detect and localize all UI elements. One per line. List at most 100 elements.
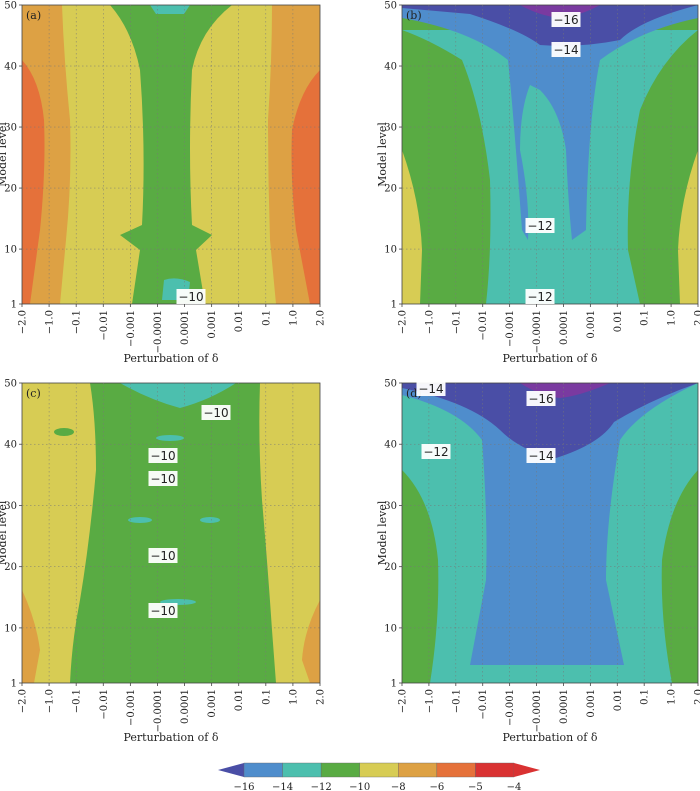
panel-d-axes: 1 10 20 30 40 50 −2.0 −1.0 −0.1 −0.01 −0.001 −0.000… <box>376 379 700 745</box>
contour-label-box <box>551 12 581 27</box>
contour-label: −10 <box>201 405 231 420</box>
contour-label-text: −14 <box>418 382 443 396</box>
x-tick-label: −1.0 <box>45 689 56 713</box>
y-tick-label: 50 <box>384 1 397 12</box>
contour-label-text: −12 <box>527 290 552 304</box>
x-tick-label: −0.001 <box>126 310 137 347</box>
colorbar-tick-label: −8 <box>391 782 406 791</box>
x-axis-label: Perturbation of δ <box>503 731 598 744</box>
y-axis-label: Model level <box>0 500 9 565</box>
y-axis-label: Model level <box>376 122 389 187</box>
panel-b <box>401 4 699 305</box>
contour-label-text: −14 <box>553 43 578 57</box>
contour-label: −10 <box>148 471 178 486</box>
y-tick-label: 40 <box>384 440 397 451</box>
x-tick-label: 1.0 <box>288 689 299 705</box>
contour-label-text: −16 <box>528 392 553 406</box>
x-tick-label: 0.1 <box>261 689 272 705</box>
colorbar-cell <box>282 762 322 778</box>
contour-label-box <box>201 405 231 420</box>
x-tick-label: −0.001 <box>126 689 137 726</box>
contour-label-box <box>176 289 206 304</box>
contour-label-box <box>148 471 178 486</box>
x-tick-label: −0.0001 <box>532 310 543 353</box>
x-tick-label: −1.0 <box>424 310 435 334</box>
contour-label-box <box>551 42 581 57</box>
x-tick-label: 2.0 <box>316 310 327 326</box>
contour-label-text: −12 <box>423 445 448 459</box>
panel-d <box>401 382 699 684</box>
colorbar-cell <box>320 762 360 778</box>
y-tick-label: 10 <box>4 623 17 634</box>
x-tick-label: −0.001 <box>505 689 516 726</box>
contour-label: −12 <box>525 289 555 304</box>
contour-label-box <box>148 448 178 463</box>
y-tick-label: 1 <box>391 300 397 311</box>
panel-a-contours <box>22 5 320 304</box>
x-tick-label: 2.0 <box>694 689 700 705</box>
contour-label-box <box>421 444 451 459</box>
colorbar-tick-label: −6 <box>429 782 444 791</box>
colorbar-tick-label: −5 <box>468 782 483 791</box>
x-tick-label: 0.001 <box>207 689 218 718</box>
panel-label: (b) <box>406 9 422 22</box>
colorbar-cell <box>436 762 476 778</box>
y-tick-label: 20 <box>4 184 17 195</box>
y-tick-label: 10 <box>4 245 17 256</box>
y-tick-label: 40 <box>384 62 397 73</box>
contour-label: −12 <box>421 444 451 459</box>
y-tick-label: 1 <box>391 679 397 690</box>
contour-label: −14 <box>416 381 446 396</box>
x-tick-label: 0.001 <box>586 689 597 718</box>
x-tick-label: 0.0001 <box>559 689 570 724</box>
contour-label-text: −16 <box>553 13 578 27</box>
x-tick-label: −1.0 <box>45 310 56 334</box>
contour-label: −14 <box>551 42 581 57</box>
y-tick-label: 40 <box>4 440 17 451</box>
contour-label: −12 <box>525 218 555 233</box>
colorbar-tick-label: −10 <box>349 782 370 791</box>
x-tick-label: 0.1 <box>261 310 272 326</box>
colorbar-low-arrow <box>218 763 244 777</box>
x-tick-label: 0.1 <box>640 310 651 326</box>
x-tick-label: 0.01 <box>613 689 624 711</box>
contour-label-text: −10 <box>150 549 175 563</box>
contour-label-text: −14 <box>528 449 553 463</box>
x-axis-label: Perturbation of δ <box>503 352 598 365</box>
contour-label: −10 <box>176 289 206 304</box>
contour-label-text: −10 <box>178 290 203 304</box>
panel-c <box>21 382 321 684</box>
y-tick-label: 10 <box>384 623 397 634</box>
contour-label: −10 <box>148 448 178 463</box>
x-tick-label: 0.01 <box>613 310 624 332</box>
x-tick-label: −0.1 <box>451 689 462 713</box>
x-tick-label: −0.1 <box>451 310 462 334</box>
colorbar-tick-label: −4 <box>507 782 522 791</box>
x-tick-label: 2.0 <box>316 689 327 705</box>
y-tick-label: 30 <box>4 123 17 134</box>
y-tick-label: 1 <box>11 300 17 311</box>
colorbar-tick-label: −16 <box>233 782 254 791</box>
y-tick-label: 20 <box>384 562 397 573</box>
y-tick-label: 40 <box>4 62 17 73</box>
contour-label: −16 <box>526 391 556 406</box>
x-tick-label: −0.001 <box>505 310 516 347</box>
panel-b-axes: 1 10 20 30 40 50 −2.0 −1.0 −0.1 −0.01 −0.001 −0.000… <box>376 1 700 366</box>
contour-label: −14 <box>526 448 556 463</box>
x-tick-label: −0.01 <box>99 310 110 341</box>
panel-a-axes: 1 10 20 30 40 50 −2.0 −1.0 −0.1 −0.01 −0.001 −0.000… <box>0 1 327 366</box>
x-tick-label: 0.0001 <box>559 310 570 345</box>
panel-a <box>21 4 321 305</box>
panel-label: (a) <box>26 9 41 22</box>
contour-label-box <box>148 603 178 618</box>
contour-label: −10 <box>148 603 178 618</box>
y-axis-label: Model level <box>0 122 9 187</box>
contour-label-box <box>416 381 446 396</box>
contour-label-box <box>526 448 556 463</box>
colorbar: −16 −14 −12 −10 −8 −6 −5 −4 <box>218 762 540 791</box>
contour-label-box <box>525 289 555 304</box>
colorbar-cell <box>243 762 283 778</box>
contour-label-text: −10 <box>150 472 175 486</box>
y-axis-label: Model level <box>376 500 389 565</box>
colorbar-high-arrow <box>514 763 540 777</box>
